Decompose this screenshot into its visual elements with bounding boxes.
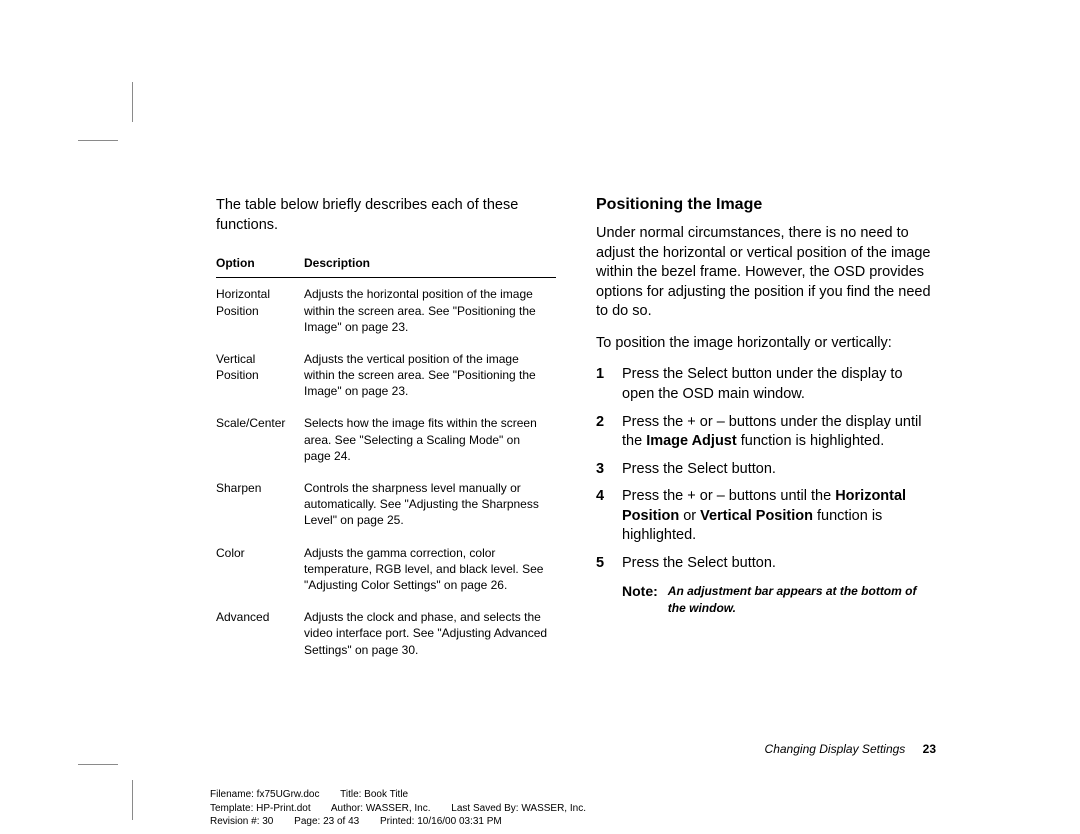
option-cell: Horizontal Position: [216, 278, 304, 343]
desc-cell: Controls the sharpness level manually or…: [304, 472, 556, 537]
desc-cell: Adjusts the vertical position of the ima…: [304, 343, 556, 408]
meta-printed: Printed: 10/16/00 03:31 PM: [380, 816, 502, 827]
step-text: Press the Select button.: [622, 555, 776, 571]
paragraph: Under normal circumstances, there is no …: [596, 224, 936, 322]
table-row: Scale/Center Selects how the image fits …: [216, 407, 556, 472]
page-number: 23: [923, 742, 936, 756]
meta-saved-by: Last Saved By: WASSER, Inc.: [451, 803, 586, 814]
page-footer: Changing Display Settings 23: [576, 742, 936, 756]
desc-cell: Adjusts the gamma correction, color temp…: [304, 537, 556, 602]
meta-template: Template: HP-Print.dot: [210, 803, 311, 814]
left-column: The table below briefly describes each o…: [216, 196, 556, 666]
table-row: Sharpen Controls the sharpness level man…: [216, 472, 556, 537]
note-label: Note:: [622, 583, 658, 617]
table-row: Horizontal Position Adjusts the horizont…: [216, 278, 556, 343]
option-cell: Color: [216, 537, 304, 602]
table-row: Advanced Adjusts the clock and phase, an…: [216, 601, 556, 666]
note-text: An adjustment bar appears at the bottom …: [668, 583, 936, 617]
meta-page: Page: 23 of 43: [294, 816, 359, 827]
options-table: Option Description Horizontal Position A…: [216, 249, 556, 666]
step-item: Press the + or – buttons until the Horiz…: [596, 487, 936, 546]
table-header-option: Option: [216, 249, 304, 278]
meta-revision: Revision #: 30: [210, 816, 273, 827]
step-item: Press the + or – buttons under the displ…: [596, 413, 936, 452]
meta-title: Title: Book Title: [340, 789, 408, 800]
note-block: Note: An adjustment bar appears at the b…: [596, 583, 936, 617]
step-item: Press the Select button under the displa…: [596, 365, 936, 404]
option-cell: Vertical Position: [216, 343, 304, 408]
step-text: or: [679, 508, 700, 524]
desc-cell: Adjusts the clock and phase, and selects…: [304, 601, 556, 666]
option-cell: Sharpen: [216, 472, 304, 537]
intro-text: The table below briefly describes each o…: [216, 196, 556, 235]
steps-list: Press the Select button under the displa…: [596, 365, 936, 573]
step-bold: Vertical Position: [700, 508, 813, 524]
chapter-title: Changing Display Settings: [765, 742, 906, 756]
step-text: Press the + or – buttons until the: [622, 488, 835, 504]
step-item: Press the Select button.: [596, 460, 936, 480]
step-text: Press the Select button.: [622, 461, 776, 477]
option-cell: Advanced: [216, 601, 304, 666]
step-item: Press the Select button.: [596, 554, 936, 574]
step-text: Press the Select button under the displa…: [622, 366, 903, 402]
table-header-description: Description: [304, 249, 556, 278]
desc-cell: Selects how the image fits within the sc…: [304, 407, 556, 472]
option-cell: Scale/Center: [216, 407, 304, 472]
meta-filename: Filename: fx75UGrw.doc: [210, 789, 320, 800]
page-content: The table below briefly describes each o…: [216, 196, 936, 666]
meta-author: Author: WASSER, Inc.: [331, 803, 431, 814]
desc-cell: Adjusts the horizontal position of the i…: [304, 278, 556, 343]
step-text: function is highlighted.: [737, 433, 885, 449]
right-column: Positioning the Image Under normal circu…: [596, 196, 936, 666]
document-metadata: Filename: fx75UGrw.doc Title: Book Title…: [210, 788, 604, 829]
table-row: Vertical Position Adjusts the vertical p…: [216, 343, 556, 408]
step-bold: Image Adjust: [646, 433, 737, 449]
section-heading: Positioning the Image: [596, 196, 936, 214]
table-row: Color Adjusts the gamma correction, colo…: [216, 537, 556, 602]
paragraph: To position the image horizontally or ve…: [596, 334, 936, 354]
